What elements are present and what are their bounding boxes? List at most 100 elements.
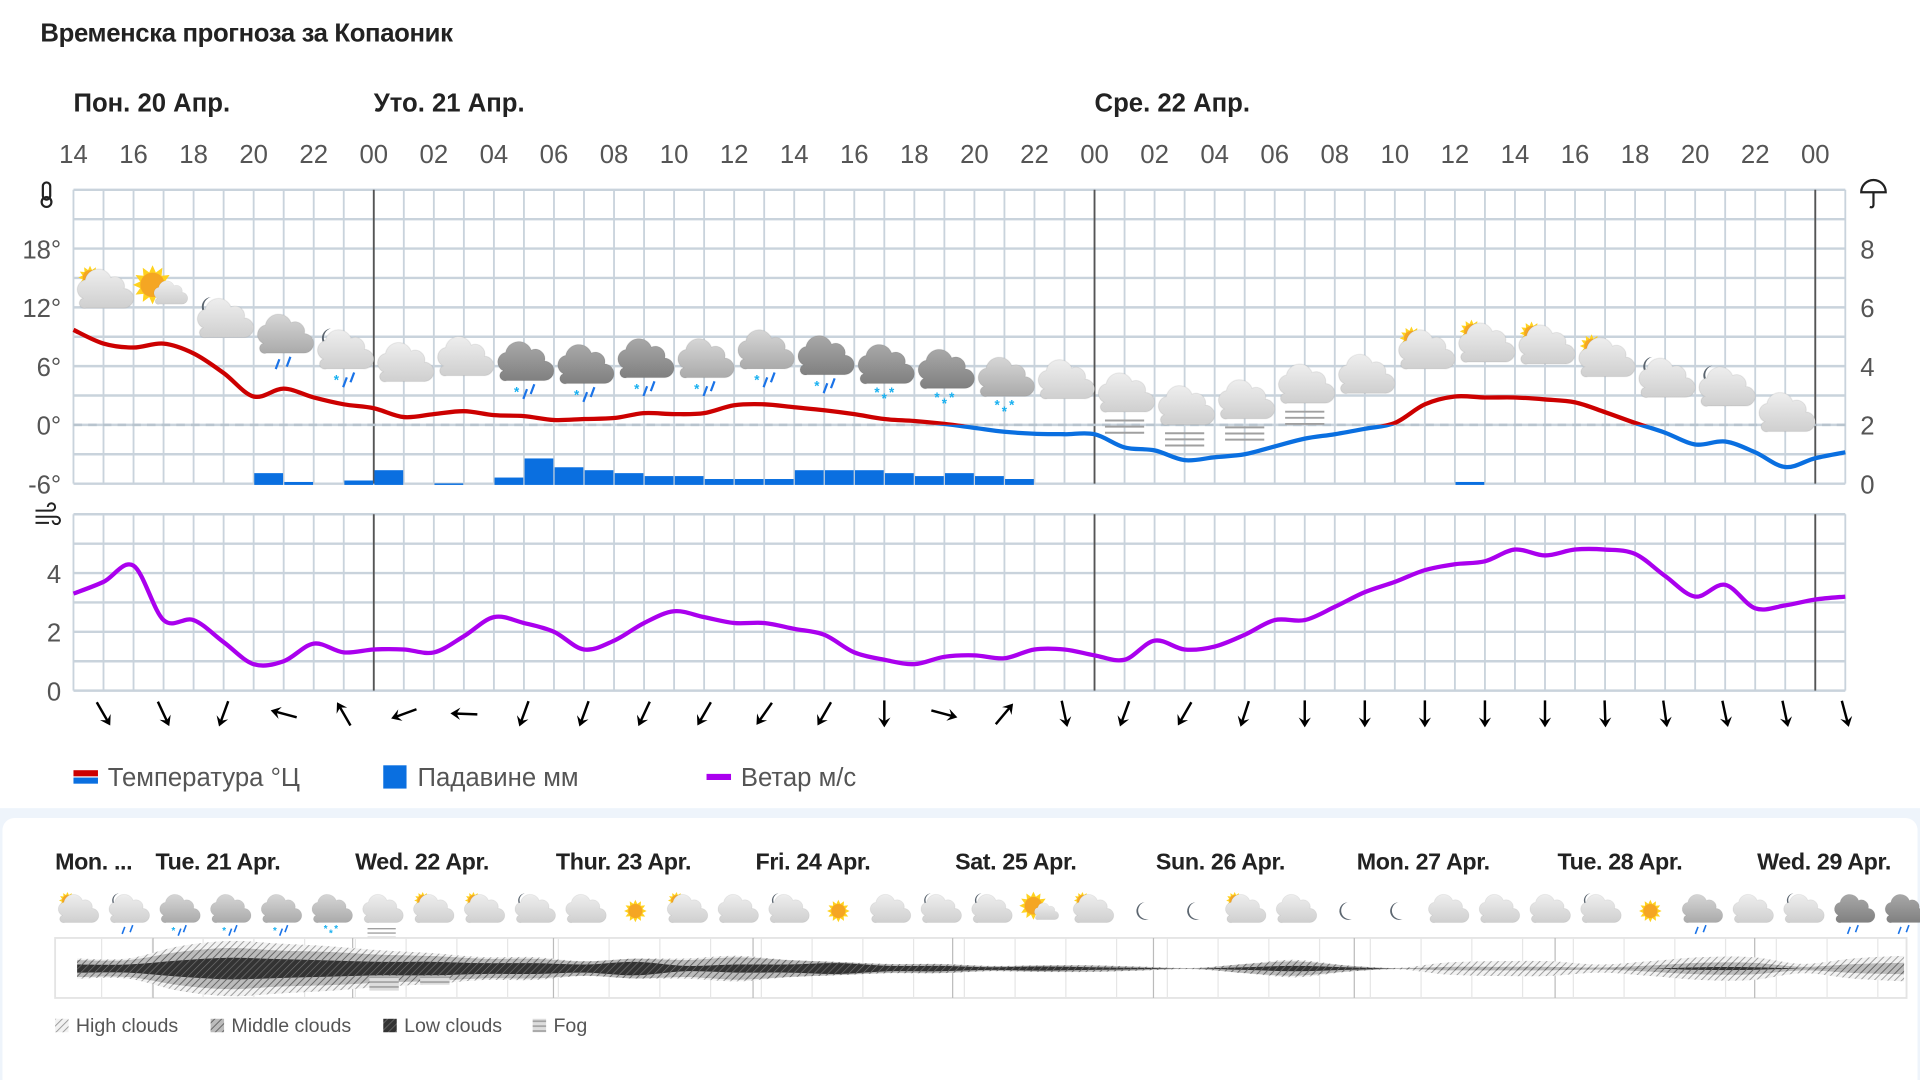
legend-swatch-low — [383, 1018, 397, 1033]
weather-icon-cloud-sleet: * — [737, 329, 795, 388]
arrow-head — [1478, 717, 1492, 728]
hour-tick-label: 20 — [960, 141, 989, 169]
cloud-icon — [437, 336, 495, 377]
wind-direction-arrow-icon — [391, 708, 417, 721]
longterm-weather-icons: * * * * ** — [57, 891, 1920, 940]
snow-icon: * ** — [874, 385, 895, 406]
hour-tick-label: 16 — [119, 141, 148, 169]
cloud-shape — [666, 893, 709, 924]
hour-tick-label: 22 — [1741, 141, 1770, 169]
precip-axis-tick: 0 — [1860, 471, 1874, 499]
cloud-shape — [1834, 893, 1876, 924]
sun-icon — [624, 899, 647, 923]
precip-bar — [944, 473, 974, 485]
weather-icon-partly-cloudy-day — [1578, 334, 1636, 378]
weather-icon-light-cloud — [377, 341, 435, 383]
cloud-shape — [1157, 385, 1216, 426]
legend-temperature: Температура °Ц — [108, 764, 300, 792]
cloud-icon — [497, 340, 555, 382]
cloud-shape — [1478, 893, 1521, 924]
wind-axis-tick: 4 — [47, 561, 61, 589]
snowflake: * — [1009, 398, 1015, 413]
longterm-day-label: Thur. 23 Apr. — [556, 848, 691, 874]
arrow-head — [696, 713, 708, 726]
arrow-shaft — [931, 709, 955, 718]
hour-tick-label: 18 — [179, 141, 208, 169]
legend-swatch-high — [55, 1018, 69, 1033]
arrow-shaft — [638, 701, 651, 724]
cloud-icon — [1398, 329, 1456, 370]
arrow-head — [1117, 715, 1130, 727]
wind-axis-tick: 2 — [47, 620, 61, 648]
arrow-head — [516, 715, 529, 727]
cloud-icon — [971, 893, 1013, 924]
cloud-icon — [1428, 893, 1470, 924]
snowflake: * — [874, 385, 880, 400]
cloud-icon — [1037, 359, 1096, 400]
cloud-shape — [557, 343, 615, 385]
cloud-shape — [57, 893, 100, 924]
wind-direction-arrow-icon — [1237, 700, 1251, 727]
weather-icon-light-cloud — [565, 893, 607, 924]
hour-tick-label: 14 — [1501, 141, 1530, 169]
page-title: Временска прогноза за Копаоник — [40, 19, 453, 48]
arrow-head — [1659, 716, 1672, 728]
arrow-shaft — [994, 705, 1012, 725]
weather-icon-cloud-sleet: * — [260, 893, 303, 937]
weather-icon-moon — [1390, 902, 1403, 920]
weather-icon-light-cloud — [717, 893, 759, 924]
sleet-icon: * — [514, 383, 536, 399]
weather-icon-sun — [827, 899, 850, 923]
weather-icon-light-cloud — [1758, 391, 1816, 433]
cloud-shape — [1518, 324, 1576, 365]
fog-icon — [1225, 426, 1265, 441]
cloud-icon — [311, 893, 353, 924]
cloud-shape — [977, 356, 1036, 398]
hour-tick-label: 02 — [420, 141, 449, 169]
raindrop — [1905, 924, 1910, 933]
raindrop — [342, 377, 348, 388]
cloud-shape — [1275, 893, 1318, 924]
hour-tick-label: 00 — [1801, 141, 1830, 169]
weather-icon-light-cloud — [1529, 893, 1571, 924]
raindrop — [1702, 924, 1707, 933]
cloud-shape — [971, 893, 1013, 924]
cloud-icon — [768, 893, 810, 924]
snowflake: * — [222, 926, 226, 937]
cloud-icon — [1578, 337, 1636, 378]
cloud-shape — [1458, 322, 1516, 363]
cloud-shape — [311, 893, 353, 924]
cloud-shape — [256, 313, 315, 355]
cloud-icon — [316, 329, 375, 370]
cloud-shape — [717, 893, 759, 924]
snowflake: * — [171, 926, 175, 937]
rain-icon — [1694, 924, 1707, 935]
arrow-head — [1002, 703, 1014, 715]
weather-icon-light-cloud-fog — [1097, 372, 1156, 434]
weather-icon-partly-cloudy-day — [1518, 321, 1576, 365]
hour-tick-label: 00 — [1080, 141, 1109, 169]
wind-direction-arrow-icon — [817, 701, 833, 726]
sleet-icon: * — [273, 924, 289, 937]
snowflake: * — [754, 373, 760, 388]
weather-icon-moon — [1339, 902, 1353, 920]
cloud-icon — [1338, 353, 1396, 395]
snowflake: * — [634, 382, 640, 397]
cloud-shape — [768, 893, 810, 924]
cloud-shape — [797, 335, 855, 376]
wind-direction-arrow-icon — [336, 702, 352, 727]
cloud-icon — [256, 313, 315, 355]
precip-axis-tick: 8 — [1860, 236, 1874, 264]
hour-tick-label: 16 — [1561, 141, 1590, 169]
cloud-icon — [153, 280, 189, 305]
hour-tick-label: 06 — [540, 141, 569, 169]
cloud-icon — [76, 268, 135, 310]
longterm-day-label: Wed. 29 Apr. — [1757, 848, 1891, 874]
arrow-head — [450, 707, 461, 720]
weather-icon-partly-cloudy-night — [768, 893, 810, 924]
arrow-shaft — [95, 701, 110, 723]
wind-direction-arrow-icon — [994, 703, 1014, 725]
legend-swatch-precip — [383, 765, 407, 789]
precip-bar — [734, 479, 764, 485]
wind-direction-arrow-icon — [1659, 700, 1672, 728]
